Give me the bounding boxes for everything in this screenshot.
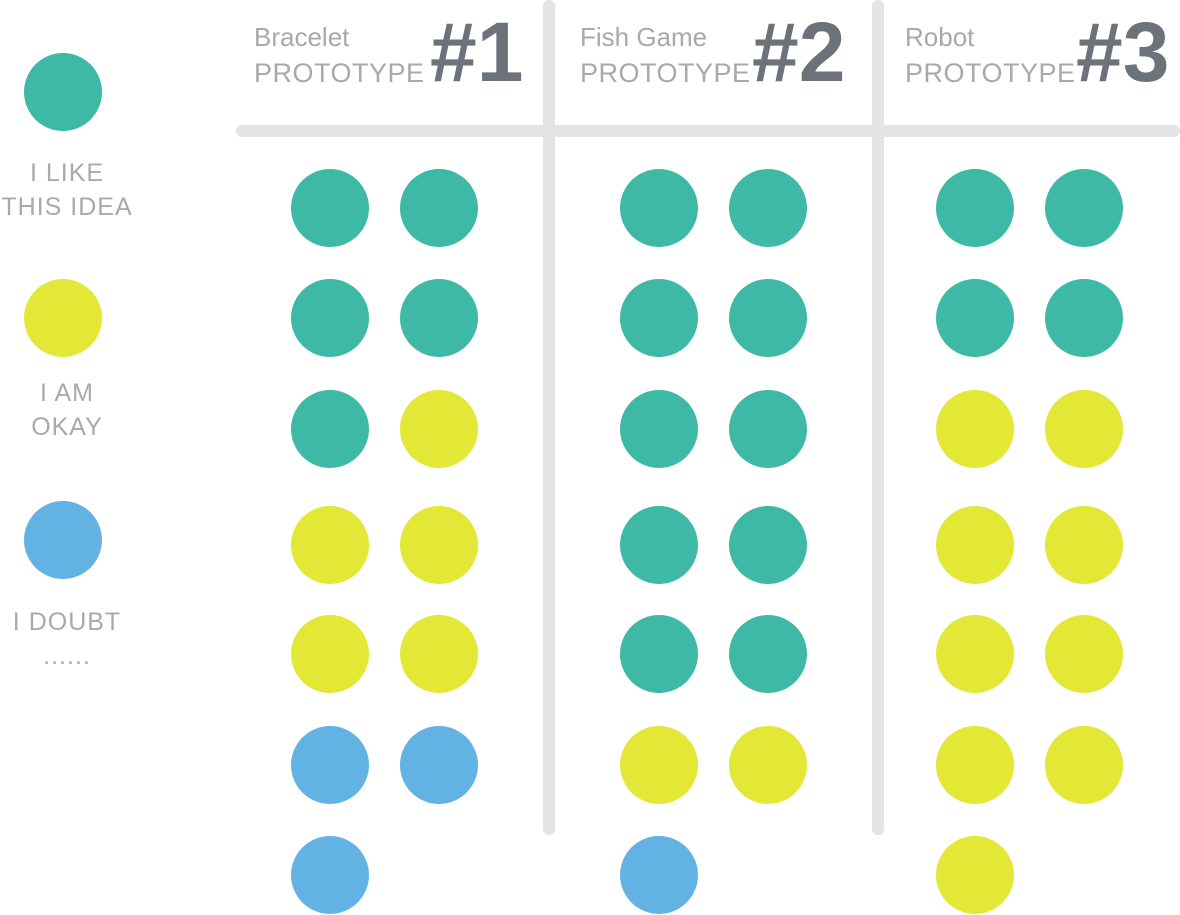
vote-dot-like	[620, 169, 698, 247]
vote-dot-okay	[291, 506, 369, 584]
vote-dot-like	[1045, 279, 1123, 357]
prototype-header-1: Bracelet PROTOTYPE #1	[254, 10, 534, 108]
column-divider-2	[872, 0, 884, 835]
vote-dot-okay	[1045, 390, 1123, 468]
vote-dot-okay	[1045, 506, 1123, 584]
vote-dot-okay	[936, 726, 1014, 804]
vote-dot-okay	[400, 390, 478, 468]
legend-label-okay: I AM OKAY	[31, 379, 103, 441]
vote-dot-okay	[620, 726, 698, 804]
header-divider-line	[236, 125, 1180, 137]
prototype-number: #2	[752, 5, 846, 99]
vote-dot-okay	[400, 615, 478, 693]
legend-dot-like	[24, 53, 102, 131]
vote-dot-like	[729, 390, 807, 468]
prototype-type-label: PROTOTYPE	[580, 58, 751, 88]
column-divider-1	[543, 0, 555, 835]
vote-dot-okay	[936, 836, 1014, 914]
vote-dot-like	[729, 506, 807, 584]
prototype-type-label: PROTOTYPE	[254, 58, 425, 88]
vote-dot-okay	[729, 726, 807, 804]
legend-label-like: I LIKE THIS IDEA	[1, 159, 133, 221]
vote-dot-like	[291, 169, 369, 247]
prototype-type-label: PROTOTYPE	[905, 58, 1076, 88]
prototype-header-2: Fish Game PROTOTYPE #2	[580, 10, 865, 108]
vote-dot-okay	[400, 506, 478, 584]
vote-dot-like	[729, 169, 807, 247]
legend-dot-doubt	[24, 501, 102, 579]
prototype-number: #1	[430, 5, 524, 99]
vote-dot-okay	[1045, 726, 1123, 804]
vote-dot-okay	[291, 615, 369, 693]
legend-label-doubt: I DOUBT ......	[12, 608, 122, 670]
vote-dot-like	[1045, 169, 1123, 247]
vote-dot-doubt	[291, 836, 369, 914]
vote-dot-like	[620, 506, 698, 584]
vote-dot-okay	[936, 615, 1014, 693]
vote-dot-like	[729, 279, 807, 357]
vote-dot-okay	[936, 390, 1014, 468]
vote-dot-like	[400, 169, 478, 247]
vote-dot-okay	[1045, 615, 1123, 693]
prototype-name: Robot	[905, 22, 975, 52]
prototype-header-3: Robot PROTOTYPE #3	[905, 10, 1180, 108]
vote-dot-like	[620, 390, 698, 468]
vote-dot-like	[936, 279, 1014, 357]
prototype-name: Fish Game	[580, 22, 708, 52]
vote-dot-like	[729, 615, 807, 693]
vote-dot-like	[400, 279, 478, 357]
vote-dot-doubt	[291, 726, 369, 804]
vote-dot-okay	[936, 506, 1014, 584]
vote-dot-like	[620, 615, 698, 693]
vote-dot-doubt	[400, 726, 478, 804]
vote-dot-like	[291, 279, 369, 357]
vote-dot-like	[620, 279, 698, 357]
prototype-number: #3	[1076, 5, 1170, 99]
vote-dot-like	[291, 390, 369, 468]
prototype-name: Bracelet	[254, 22, 350, 52]
vote-dot-like	[936, 169, 1014, 247]
vote-dot-doubt	[620, 836, 698, 914]
legend-dot-okay	[24, 279, 102, 357]
